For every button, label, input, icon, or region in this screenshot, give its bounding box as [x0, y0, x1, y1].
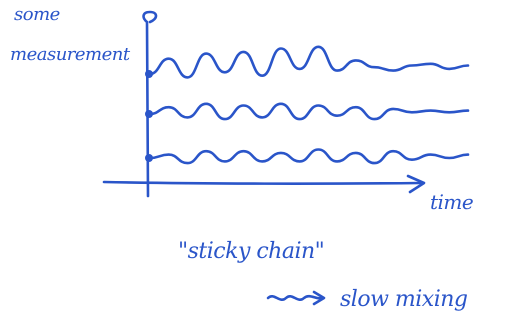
series-line-3 [150, 150, 468, 164]
series-start-dot-1 [145, 70, 153, 78]
x-axis [104, 182, 420, 184]
series-layer [145, 47, 468, 163]
x-axis-label: time [430, 190, 473, 214]
series-line-2 [150, 104, 468, 119]
series-start-dot-2 [145, 110, 153, 118]
series-line-1 [150, 47, 468, 78]
annotation-slow-mixing: slow mixing [340, 287, 468, 312]
series-start-dot-3 [145, 154, 153, 162]
annotation-sticky-chain: "sticky chain" [178, 239, 324, 264]
squiggle-arrow [268, 292, 324, 304]
y-axis [144, 12, 156, 196]
y-axis-label-line1: some [14, 4, 60, 25]
y-axis-label-line2: measurement [10, 44, 131, 65]
